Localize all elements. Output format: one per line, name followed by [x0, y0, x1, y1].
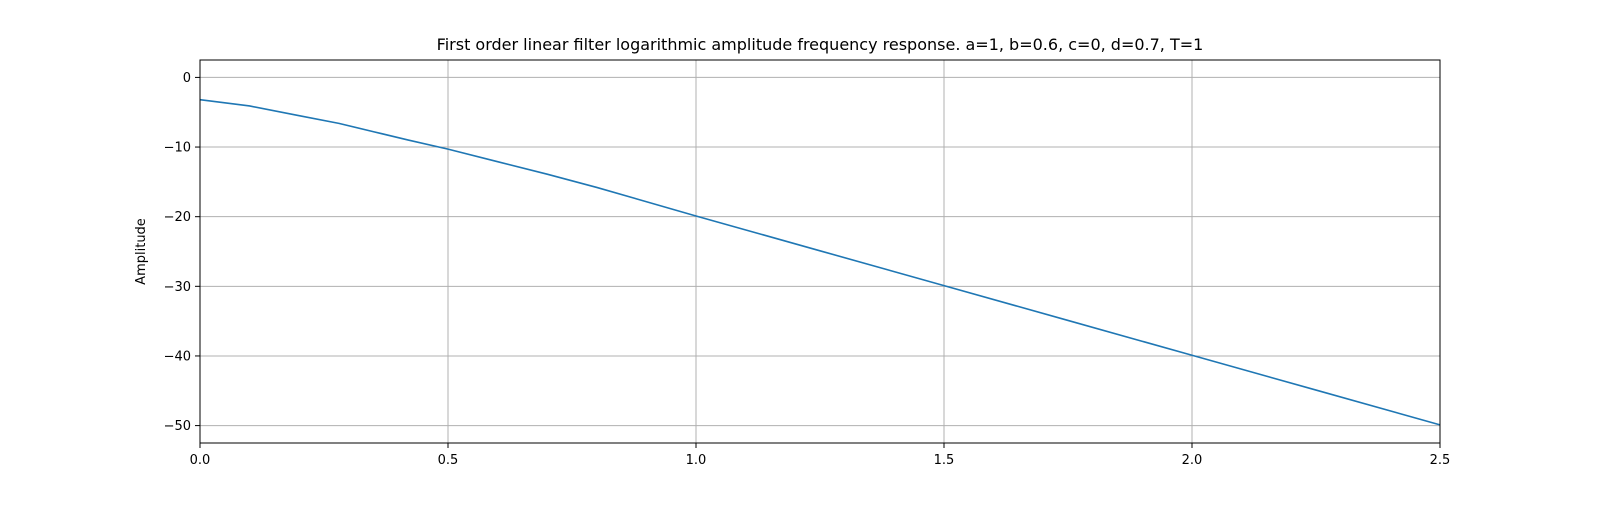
series-line-0	[199, 98, 1441, 426]
y-tick-label: 0	[183, 71, 191, 86]
y-tick-label: −50	[164, 419, 191, 434]
y-tick-label: −20	[164, 210, 191, 225]
y-tick-label: −10	[164, 141, 191, 156]
y-tick-label: −40	[164, 349, 191, 364]
chart-title: First order linear filter logarithmic am…	[437, 35, 1204, 54]
tick-layer: 0.0 0.5 1.0 1.5 2.0 2.5 0 −10 −20 −30 −40 −50	[164, 71, 1451, 468]
x-tick-label: 0.5	[438, 453, 459, 468]
x-tick-label: 2.5	[1430, 453, 1451, 468]
x-tick-label: 1.0	[686, 453, 707, 468]
series-layer	[199, 98, 1441, 426]
y-tick-label: −30	[164, 280, 191, 295]
y-axis-title: Amplitude	[134, 218, 149, 285]
x-tick-label: 1.5	[934, 453, 955, 468]
plot-frame	[199, 59, 1441, 444]
x-tick-label: 0.0	[190, 453, 211, 468]
x-tick-label: 2.0	[1182, 453, 1203, 468]
